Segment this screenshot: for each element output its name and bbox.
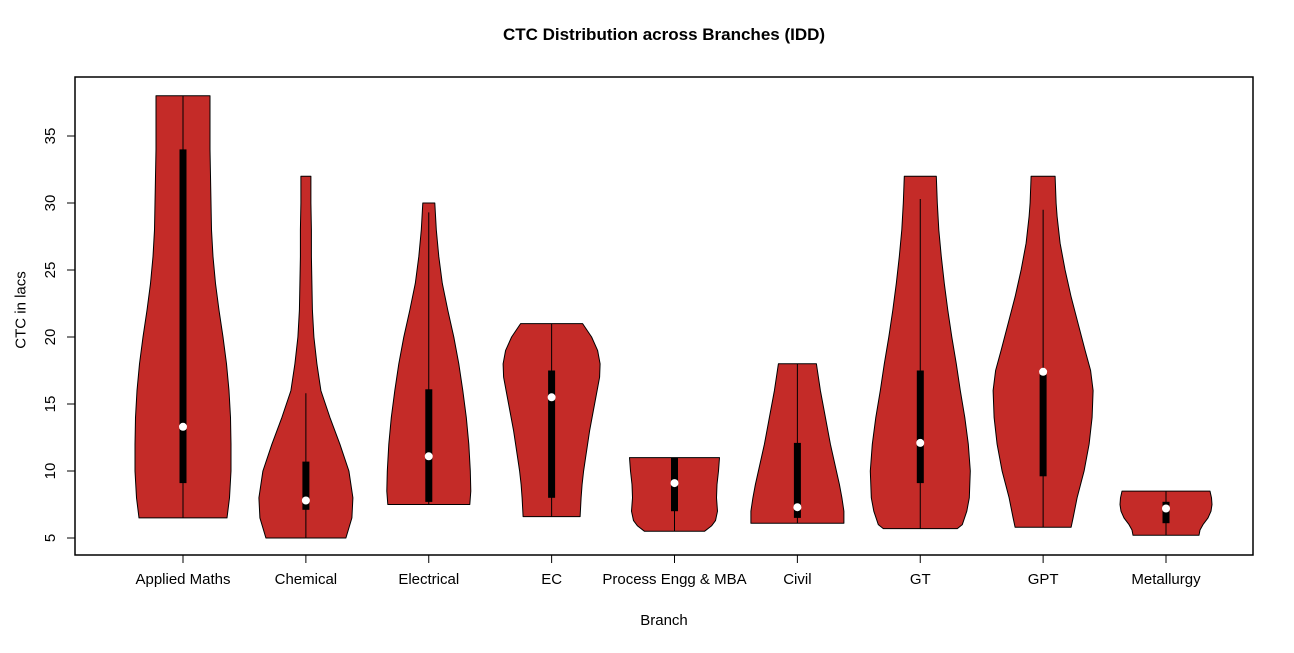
y-tick-label: 5 <box>42 534 59 542</box>
x-tick-label: Civil <box>783 571 811 588</box>
y-tick-label: 20 <box>42 329 59 346</box>
median-dot-chemical <box>301 496 310 505</box>
x-tick-label: Electrical <box>398 571 459 588</box>
iqr-box-civil <box>793 442 801 518</box>
iqr-box-ec <box>548 370 556 498</box>
median-dot-metallurgy <box>1162 504 1170 513</box>
median-dot-gt <box>916 438 925 447</box>
chart-title: CTC Distribution across Branches (IDD) <box>502 25 826 44</box>
y-tick-label: 10 <box>42 463 59 480</box>
x-tick-label: Process Engg & MBA <box>602 571 746 588</box>
iqr-box-gpt <box>1039 374 1047 477</box>
y-tick-label: 35 <box>42 128 59 145</box>
median-dot-applied-maths <box>179 422 187 431</box>
median-dot-process-engg-mba <box>670 479 679 488</box>
median-dot-civil <box>793 503 802 512</box>
y-tick-label: 25 <box>42 262 59 279</box>
x-tick-label: Chemical <box>275 571 338 588</box>
iqr-box-applied-maths <box>179 149 187 484</box>
x-tick-label: GPT <box>1028 571 1059 588</box>
x-tick-label: Applied Maths <box>135 571 230 588</box>
median-dot-ec <box>547 393 556 402</box>
y-tick-label: 15 <box>42 396 59 413</box>
iqr-box-electrical <box>425 389 433 502</box>
iqr-box-gt <box>916 370 924 484</box>
plot-border <box>74 76 1254 556</box>
median-dot-electrical <box>424 452 433 461</box>
x-tick-label: Metallurgy <box>1131 571 1201 588</box>
x-tick-label: GT <box>910 571 931 588</box>
y-tick-label: 30 <box>42 195 59 212</box>
x-axis-title: Branch <box>640 612 688 629</box>
median-dot-gpt <box>1039 367 1048 376</box>
x-tick-label: EC <box>541 571 562 588</box>
violin-chemical <box>258 175 354 539</box>
iqr-box-chemical <box>302 461 310 510</box>
